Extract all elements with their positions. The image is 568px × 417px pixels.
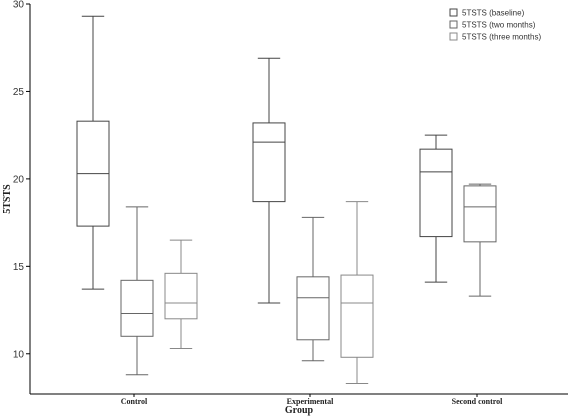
y-tick-label: 25 (13, 87, 25, 98)
legend-label: 5TSTS (two months) (462, 21, 536, 30)
y-axis-title: 5TSTS (2, 184, 13, 214)
box-second-control-1 (463, 183, 497, 297)
legend-swatch (449, 8, 458, 17)
box-second-control-0 (419, 134, 453, 283)
box-experimental-1 (296, 216, 330, 362)
legend-label: 5TSTS (baseline) (462, 9, 525, 18)
legend-swatch (449, 32, 458, 41)
x-tick-label: Experimental (287, 397, 334, 406)
iqr-box (419, 148, 453, 238)
x-axis: Control Experimental Second control (30, 393, 568, 406)
box-experimental-0 (252, 57, 286, 304)
iqr-box (120, 279, 154, 337)
legend-label: 5TSTS (three months) (462, 33, 541, 42)
x-tick-label: Second control (452, 397, 504, 406)
x-axis-title: Group (285, 405, 314, 416)
iqr-box (463, 185, 497, 243)
y-tick-label: 20 (13, 174, 25, 185)
iqr-box (252, 122, 286, 203)
box-control-1 (120, 206, 154, 376)
legend-swatch (449, 20, 458, 29)
y-tick-label: 10 (13, 349, 25, 360)
iqr-box (296, 276, 330, 341)
iqr-box (164, 272, 198, 320)
legend: 5TSTS (baseline) 5TSTS (two months) 5TSTS … (449, 8, 541, 42)
box-control-2 (164, 239, 198, 350)
box-control-0 (76, 15, 110, 290)
y-tick-label: 30 (13, 0, 25, 11)
iqr-box (340, 274, 374, 358)
y-tick-label: 15 (13, 262, 25, 273)
box-experimental-2 (340, 201, 374, 385)
x-tick-label: Control (121, 397, 148, 406)
y-axis: 10 15 20 25 30 (13, 0, 31, 394)
plot-area (76, 15, 497, 385)
